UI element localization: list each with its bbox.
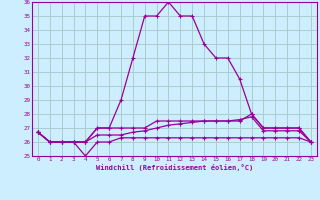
X-axis label: Windchill (Refroidissement éolien,°C): Windchill (Refroidissement éolien,°C) — [96, 164, 253, 171]
